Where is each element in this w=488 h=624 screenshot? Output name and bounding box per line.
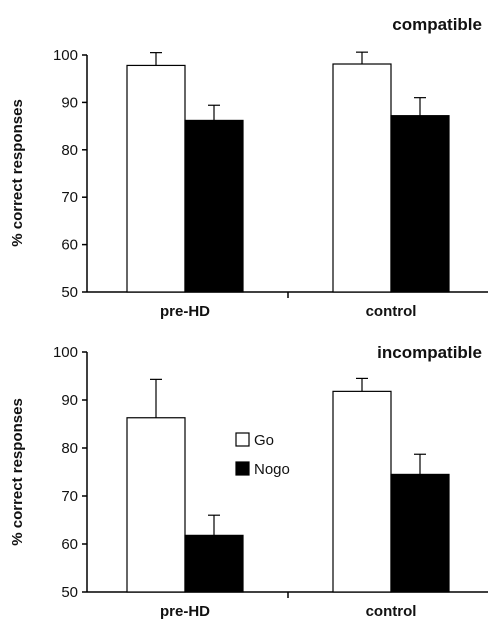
y-tick-label: 60: [61, 237, 78, 254]
legend-label-nogo: Nogo: [254, 461, 290, 478]
chart-panel-compatible: compatible % correct responses 50 60 70 80 90 1…: [9, 15, 488, 320]
bar-go-pre-hd: [126, 64, 186, 293]
chart-title: incompatible: [377, 343, 482, 362]
y-axis-label: % correct responses: [9, 398, 26, 546]
chart-title: compatible: [392, 15, 482, 34]
bar-nogo-pre-hd: [184, 534, 244, 593]
y-tick-label: 90: [61, 94, 78, 111]
legend: Go Nogo: [235, 432, 290, 478]
y-tick-label: 100: [53, 344, 78, 361]
y-tick-label: 80: [61, 440, 78, 457]
bar-go-control: [332, 63, 392, 293]
y-tick-label: 50: [61, 284, 78, 301]
legend-swatch-go: [235, 432, 250, 447]
x-tick-label: control: [366, 303, 417, 320]
y-tick-label: 70: [61, 488, 78, 505]
chart-panel-incompatible: incompatible % correct responses 50 60 70 80 9…: [9, 343, 488, 620]
x-tick-label: pre-HD: [160, 303, 210, 320]
bar-nogo-pre-hd: [184, 119, 244, 293]
x-tick-label: control: [366, 603, 417, 620]
bar-go-pre-hd: [126, 417, 186, 593]
legend-swatch-nogo: [235, 461, 250, 476]
x-tick-label: pre-HD: [160, 603, 210, 620]
y-tick-label: 90: [61, 392, 78, 409]
bar-go-control: [332, 390, 392, 593]
y-tick-label: 70: [61, 189, 78, 206]
bar-nogo-control: [390, 115, 450, 293]
bar-nogo-control: [390, 473, 450, 593]
y-tick-label: 50: [61, 584, 78, 601]
legend-label-go: Go: [254, 432, 274, 449]
y-axis-label: % correct responses: [9, 99, 26, 247]
y-tick-label: 60: [61, 536, 78, 553]
y-tick-label: 80: [61, 142, 78, 159]
y-tick-label: 100: [53, 47, 78, 64]
